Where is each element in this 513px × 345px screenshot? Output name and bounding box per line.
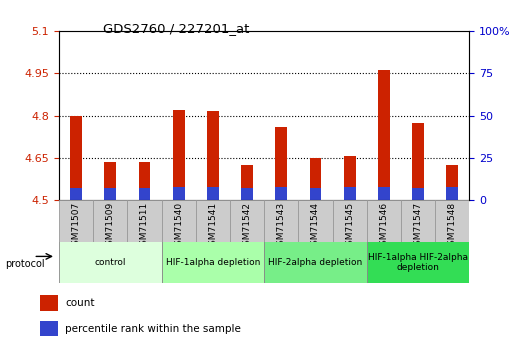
Bar [196, 200, 230, 242]
Bar [139, 188, 150, 200]
Bar [264, 241, 367, 283]
Bar [70, 188, 82, 200]
Text: GSM71547: GSM71547 [413, 202, 423, 251]
Bar [299, 200, 332, 242]
Text: GSM71511: GSM71511 [140, 202, 149, 252]
Bar [332, 200, 367, 242]
Bar [367, 241, 469, 283]
Text: HIF-1alpha HIF-2alpha
depletion: HIF-1alpha HIF-2alpha depletion [368, 253, 468, 272]
Bar [173, 187, 185, 200]
Text: GSM71542: GSM71542 [243, 202, 251, 251]
Bar [104, 188, 116, 200]
Bar [40, 321, 58, 336]
Bar [93, 200, 127, 242]
Bar [241, 165, 253, 200]
Bar [401, 200, 435, 242]
Bar [435, 200, 469, 242]
Bar [207, 111, 219, 200]
Bar [446, 187, 458, 200]
Text: protocol: protocol [5, 259, 45, 269]
Bar [367, 200, 401, 242]
Bar [127, 200, 162, 242]
Bar [162, 241, 264, 283]
Bar [344, 156, 356, 200]
Text: GSM71546: GSM71546 [380, 202, 388, 251]
Bar [241, 188, 253, 200]
Bar [59, 241, 162, 283]
Bar [104, 162, 116, 200]
Text: HIF-1alpha depletion: HIF-1alpha depletion [166, 258, 260, 267]
Text: GSM71541: GSM71541 [208, 202, 218, 251]
Text: GSM71507: GSM71507 [72, 202, 81, 252]
Bar [412, 122, 424, 200]
Text: GSM71545: GSM71545 [345, 202, 354, 251]
Bar [412, 188, 424, 200]
Bar [275, 187, 287, 200]
Text: HIF-2alpha depletion: HIF-2alpha depletion [268, 258, 363, 267]
Bar [139, 162, 150, 200]
Text: control: control [94, 258, 126, 267]
Bar [446, 165, 458, 200]
Text: GSM71544: GSM71544 [311, 202, 320, 251]
Text: GSM71543: GSM71543 [277, 202, 286, 251]
Bar [70, 116, 82, 200]
Text: GSM71509: GSM71509 [106, 202, 115, 252]
Bar [378, 187, 390, 200]
Bar [173, 110, 185, 200]
Bar [309, 188, 322, 200]
Bar [264, 200, 299, 242]
Text: GSM71548: GSM71548 [448, 202, 457, 251]
Bar [309, 158, 322, 200]
Bar [162, 200, 196, 242]
Text: percentile rank within the sample: percentile rank within the sample [65, 324, 241, 334]
Bar [275, 127, 287, 200]
Text: GDS2760 / 227201_at: GDS2760 / 227201_at [103, 22, 249, 36]
Bar [59, 200, 93, 242]
Bar [378, 70, 390, 200]
Bar [40, 295, 58, 310]
Text: GSM71540: GSM71540 [174, 202, 183, 251]
Text: count: count [65, 298, 94, 308]
Bar [344, 187, 356, 200]
Bar [230, 200, 264, 242]
Bar [207, 187, 219, 200]
